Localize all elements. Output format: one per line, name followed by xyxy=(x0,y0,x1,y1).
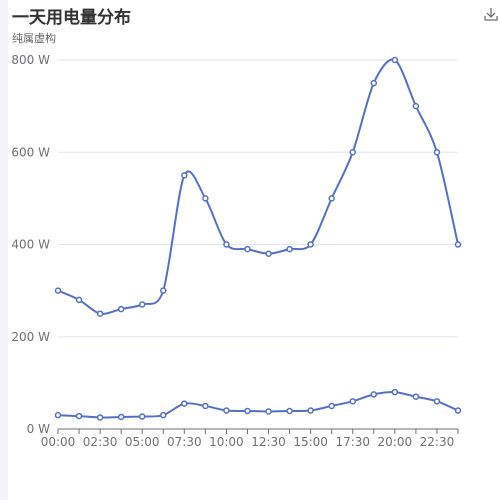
x-tick-label: 20:00 xyxy=(378,435,413,449)
data-point xyxy=(181,400,188,407)
data-point xyxy=(286,407,293,415)
data-point xyxy=(117,413,125,421)
data-point xyxy=(202,195,209,202)
data-point xyxy=(54,411,62,419)
data-point xyxy=(454,407,462,414)
data-point xyxy=(54,287,62,294)
data-point xyxy=(349,149,356,156)
data-point xyxy=(244,407,251,415)
y-tick-label: 200 W xyxy=(11,330,50,344)
download-button[interactable] xyxy=(483,6,499,22)
data-point xyxy=(96,310,104,317)
chart-subtitle: 纯属虚构 xyxy=(12,32,56,45)
x-tick-label: 02:30 xyxy=(83,435,118,449)
x-tick-label: 07:30 xyxy=(167,435,202,449)
data-point xyxy=(391,56,399,64)
series-2 xyxy=(54,388,462,421)
series-line xyxy=(57,58,459,315)
y-tick-label: 0 W xyxy=(27,422,50,436)
download-icon xyxy=(484,8,498,21)
data-point xyxy=(265,250,272,257)
data-point xyxy=(370,79,378,87)
data-point xyxy=(244,245,251,253)
data-point xyxy=(117,305,125,313)
y-tick-label: 600 W xyxy=(11,145,50,159)
data-point xyxy=(75,412,83,420)
x-tick-label: 12:30 xyxy=(251,435,286,449)
x-tick-label: 10:00 xyxy=(209,435,244,449)
x-tick-label: 22:30 xyxy=(420,435,455,449)
data-point xyxy=(412,102,420,110)
data-point xyxy=(160,411,167,419)
data-point xyxy=(96,414,104,421)
data-point xyxy=(328,402,335,410)
data-point xyxy=(223,241,230,248)
chart-title: 一天用电量分布 xyxy=(12,8,131,28)
data-point xyxy=(391,388,399,396)
data-point xyxy=(370,391,378,398)
x-tick-label: 00:00 xyxy=(41,435,76,449)
data-point xyxy=(433,149,441,156)
data-point xyxy=(223,407,230,414)
x-tick-label: 17:30 xyxy=(335,435,370,449)
data-point xyxy=(349,398,356,405)
data-point xyxy=(412,393,420,400)
data-point xyxy=(286,245,293,253)
data-point xyxy=(138,301,146,308)
data-point xyxy=(75,296,83,304)
x-tick-label: 05:00 xyxy=(125,435,160,449)
y-tick-label: 800 W xyxy=(11,53,50,67)
data-point xyxy=(138,413,146,420)
data-point xyxy=(433,398,441,405)
left-edge-strip xyxy=(0,0,8,500)
data-point xyxy=(160,287,167,294)
data-point xyxy=(307,407,314,414)
data-point xyxy=(328,195,335,202)
y-tick-label: 400 W xyxy=(11,238,50,252)
data-point xyxy=(181,172,188,179)
data-point xyxy=(265,408,272,415)
data-point xyxy=(454,241,462,248)
x-tick-label: 15:00 xyxy=(293,435,328,449)
series-1 xyxy=(54,56,462,317)
series-line xyxy=(57,391,459,419)
data-point xyxy=(202,402,209,410)
data-point xyxy=(307,241,314,248)
